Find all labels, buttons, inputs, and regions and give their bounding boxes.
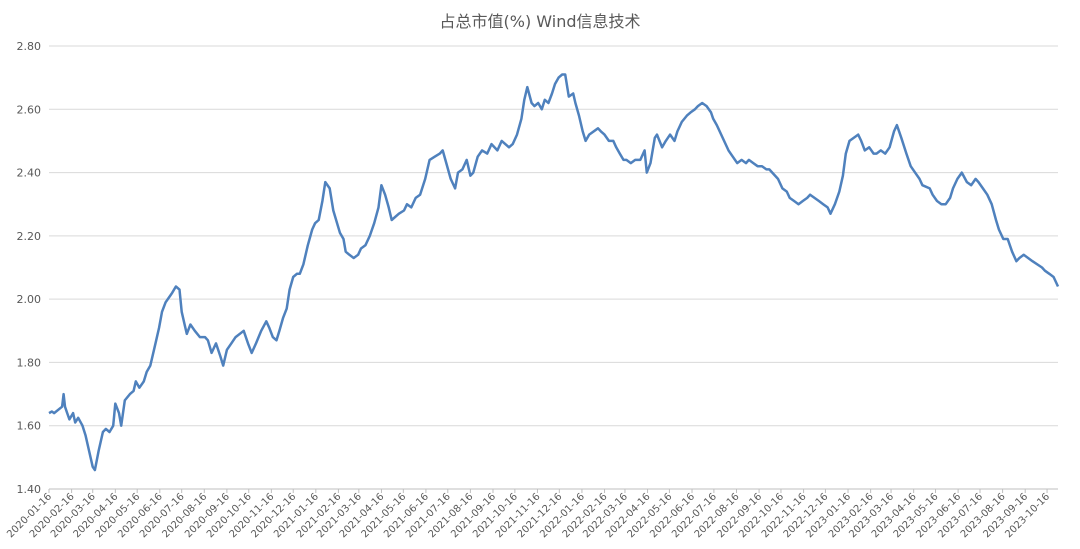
series-line: [48, 73, 1060, 472]
y-tick-label: 2.00: [17, 293, 42, 306]
x-axis-ticks: 2020-01-162020-02-162020-03-162020-04-16…: [5, 489, 1052, 540]
gridlines: [49, 45, 1058, 427]
y-tick-label: 2.40: [17, 167, 42, 180]
y-tick-label: 2.80: [17, 40, 42, 53]
y-tick-label: 2.20: [17, 230, 42, 243]
y-tick-label: 2.60: [17, 103, 42, 116]
y-tick-label: 1.80: [17, 356, 42, 369]
y-axis-ticks: 1.40 1.60 1.80 2.00 2.20 2.40 2.60 2.80: [17, 40, 42, 496]
y-tick-label: 1.60: [17, 420, 42, 433]
chart-title: 占总市值(%) Wind信息技术: [439, 12, 641, 31]
y-tick-label: 1.40: [17, 483, 42, 496]
